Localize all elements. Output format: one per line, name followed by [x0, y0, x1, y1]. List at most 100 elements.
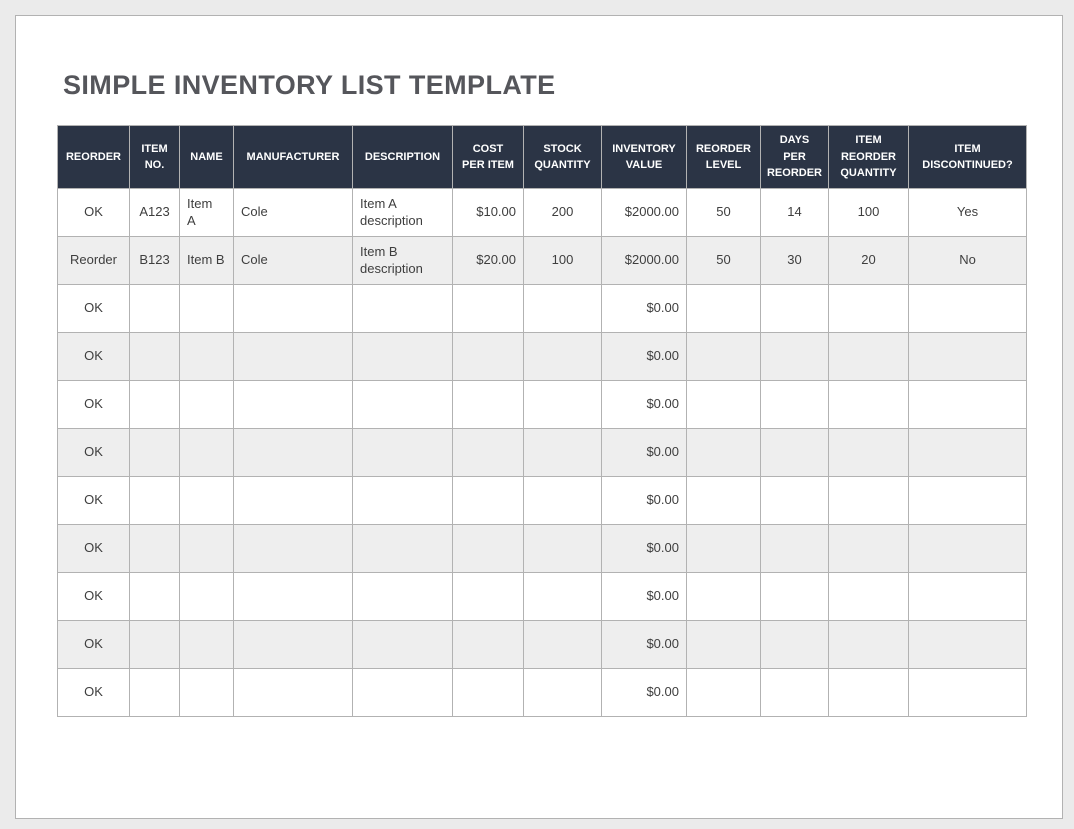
cell-item-reorder-quantity[interactable]: 20 — [828, 236, 909, 285]
cell-stock-quantity[interactable] — [523, 284, 602, 333]
cell-reorder[interactable]: OK — [57, 332, 130, 381]
cell-stock-quantity[interactable] — [523, 524, 602, 573]
cell-item-discontinued[interactable] — [908, 524, 1027, 573]
cell-cost-per-item[interactable] — [452, 332, 524, 381]
cell-cost-per-item[interactable]: $20.00 — [452, 236, 524, 285]
cell-days-per-reorder[interactable] — [760, 668, 829, 717]
cell-days-per-reorder[interactable] — [760, 476, 829, 525]
cell-days-per-reorder[interactable] — [760, 620, 829, 669]
cell-stock-quantity[interactable] — [523, 572, 602, 621]
cell-item-no[interactable] — [129, 428, 180, 477]
cell-reorder[interactable]: OK — [57, 188, 130, 237]
cell-item-reorder-quantity[interactable] — [828, 620, 909, 669]
cell-item-discontinued[interactable] — [908, 668, 1027, 717]
cell-days-per-reorder[interactable] — [760, 524, 829, 573]
cell-inventory-value[interactable]: $0.00 — [601, 428, 687, 477]
cell-reorder-level[interactable]: 50 — [686, 188, 761, 237]
cell-cost-per-item[interactable]: $10.00 — [452, 188, 524, 237]
cell-manufacturer[interactable] — [233, 668, 353, 717]
cell-item-no[interactable] — [129, 524, 180, 573]
cell-reorder[interactable]: OK — [57, 668, 130, 717]
cell-inventory-value[interactable]: $0.00 — [601, 524, 687, 573]
cell-manufacturer[interactable] — [233, 572, 353, 621]
cell-reorder-level[interactable] — [686, 380, 761, 429]
cell-item-no[interactable]: A123 — [129, 188, 180, 237]
cell-reorder-level[interactable] — [686, 620, 761, 669]
cell-manufacturer[interactable] — [233, 380, 353, 429]
cell-reorder-level[interactable] — [686, 284, 761, 333]
cell-manufacturer[interactable] — [233, 284, 353, 333]
cell-description[interactable] — [352, 476, 453, 525]
cell-cost-per-item[interactable] — [452, 284, 524, 333]
cell-stock-quantity[interactable]: 200 — [523, 188, 602, 237]
cell-item-no[interactable] — [129, 572, 180, 621]
cell-name[interactable] — [179, 428, 234, 477]
cell-item-no[interactable] — [129, 332, 180, 381]
cell-reorder-level[interactable] — [686, 524, 761, 573]
cell-description[interactable] — [352, 332, 453, 381]
cell-manufacturer[interactable]: Cole — [233, 188, 353, 237]
cell-cost-per-item[interactable] — [452, 476, 524, 525]
cell-description[interactable] — [352, 428, 453, 477]
cell-days-per-reorder[interactable] — [760, 428, 829, 477]
cell-item-reorder-quantity[interactable] — [828, 284, 909, 333]
cell-inventory-value[interactable]: $0.00 — [601, 620, 687, 669]
cell-name[interactable] — [179, 476, 234, 525]
cell-manufacturer[interactable] — [233, 476, 353, 525]
cell-inventory-value[interactable]: $0.00 — [601, 332, 687, 381]
cell-reorder[interactable]: OK — [57, 572, 130, 621]
cell-item-no[interactable] — [129, 668, 180, 717]
cell-item-reorder-quantity[interactable] — [828, 524, 909, 573]
cell-description[interactable] — [352, 284, 453, 333]
cell-reorder-level[interactable] — [686, 428, 761, 477]
cell-item-discontinued[interactable] — [908, 284, 1027, 333]
cell-description[interactable] — [352, 380, 453, 429]
cell-stock-quantity[interactable] — [523, 428, 602, 477]
cell-item-reorder-quantity[interactable] — [828, 668, 909, 717]
cell-reorder-level[interactable]: 50 — [686, 236, 761, 285]
cell-reorder[interactable]: OK — [57, 284, 130, 333]
cell-manufacturer[interactable] — [233, 332, 353, 381]
cell-stock-quantity[interactable] — [523, 380, 602, 429]
cell-item-discontinued[interactable] — [908, 428, 1027, 477]
cell-cost-per-item[interactable] — [452, 380, 524, 429]
cell-days-per-reorder[interactable]: 14 — [760, 188, 829, 237]
cell-reorder-level[interactable] — [686, 572, 761, 621]
cell-days-per-reorder[interactable] — [760, 332, 829, 381]
cell-reorder[interactable]: OK — [57, 620, 130, 669]
cell-reorder[interactable]: Reorder — [57, 236, 130, 285]
cell-reorder[interactable]: OK — [57, 380, 130, 429]
cell-description[interactable]: Item A description — [352, 188, 453, 237]
cell-manufacturer[interactable] — [233, 620, 353, 669]
cell-name[interactable] — [179, 668, 234, 717]
cell-inventory-value[interactable]: $0.00 — [601, 476, 687, 525]
cell-description[interactable]: Item B description — [352, 236, 453, 285]
cell-item-reorder-quantity[interactable] — [828, 380, 909, 429]
cell-item-no[interactable]: B123 — [129, 236, 180, 285]
cell-description[interactable] — [352, 524, 453, 573]
cell-reorder[interactable]: OK — [57, 524, 130, 573]
cell-item-reorder-quantity[interactable] — [828, 428, 909, 477]
cell-manufacturer[interactable]: Cole — [233, 236, 353, 285]
cell-description[interactable] — [352, 668, 453, 717]
cell-item-discontinued[interactable]: No — [908, 236, 1027, 285]
cell-item-discontinued[interactable] — [908, 332, 1027, 381]
cell-stock-quantity[interactable] — [523, 332, 602, 381]
cell-name[interactable] — [179, 284, 234, 333]
cell-inventory-value[interactable]: $2000.00 — [601, 188, 687, 237]
cell-name[interactable]: Item A — [179, 188, 234, 237]
cell-name[interactable] — [179, 380, 234, 429]
cell-name[interactable]: Item B — [179, 236, 234, 285]
cell-reorder-level[interactable] — [686, 668, 761, 717]
cell-days-per-reorder[interactable] — [760, 284, 829, 333]
cell-stock-quantity[interactable]: 100 — [523, 236, 602, 285]
cell-description[interactable] — [352, 572, 453, 621]
cell-cost-per-item[interactable] — [452, 524, 524, 573]
cell-stock-quantity[interactable] — [523, 476, 602, 525]
cell-item-no[interactable] — [129, 380, 180, 429]
cell-manufacturer[interactable] — [233, 524, 353, 573]
cell-item-reorder-quantity[interactable] — [828, 332, 909, 381]
cell-days-per-reorder[interactable] — [760, 380, 829, 429]
cell-cost-per-item[interactable] — [452, 428, 524, 477]
cell-item-reorder-quantity[interactable] — [828, 572, 909, 621]
